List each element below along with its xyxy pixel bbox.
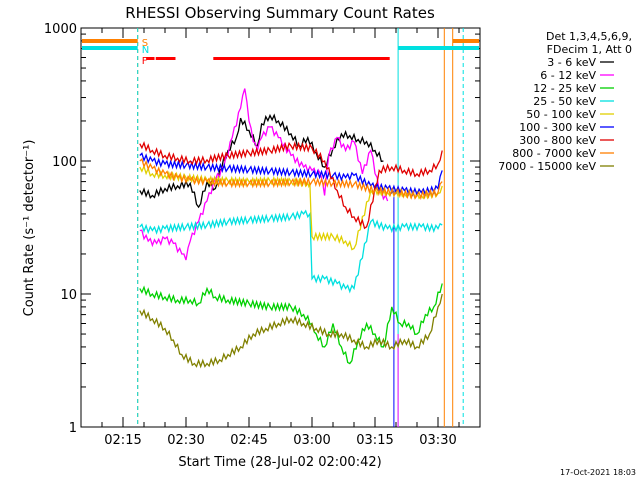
flag-n-bar	[398, 46, 479, 50]
series-line-3	[139, 283, 443, 365]
flare-flag-segment	[213, 57, 390, 60]
series-line-8	[139, 158, 443, 201]
x-tick-label: 03:30	[419, 433, 456, 448]
legend-header-line-2: FDecim 1, Att 0	[547, 43, 632, 56]
y-tick-label: 1	[69, 421, 77, 436]
x-axis: 02:15 02:30 02:45 03:00 03:15 03:30	[101, 28, 460, 448]
flag-letter: F	[142, 56, 148, 67]
count-rate-series	[139, 88, 443, 369]
flare-flag-segment	[146, 57, 155, 60]
flag-s-bar	[452, 39, 479, 43]
legend-entry-label: 25 - 50 keV	[533, 95, 596, 108]
y-axis: 1 10 100 1000	[44, 22, 480, 436]
legend-entry-label: 12 - 25 keV	[533, 82, 596, 95]
y-tick-label: 10	[60, 288, 77, 303]
x-tick-label: 02:30	[167, 433, 204, 448]
chart-title: RHESSI Observing Summary Count Rates	[125, 4, 435, 22]
footer-timestamp: 17-Oct-2021 18:03	[560, 468, 636, 477]
status-flags: SNF	[82, 38, 479, 67]
x-tick-label: 02:45	[230, 433, 267, 448]
series-line-7	[139, 140, 443, 230]
plot-area: 1 10 100 1000 02:15 02:30 02:45 03:00 03:15 03:3…	[44, 22, 481, 448]
legend-entry-label: 50 - 100 keV	[526, 108, 596, 121]
plot-frame	[80, 27, 481, 428]
instrument-state-lines	[137, 28, 464, 427]
flag-s-bar	[82, 39, 138, 43]
x-axis-label: Start Time (28-Jul-02 02:00:42)	[178, 455, 381, 470]
y-tick-label: 1000	[44, 22, 77, 37]
legend-entry-label: 7000 - 15000 keV	[498, 160, 596, 173]
flag-letter: N	[142, 45, 149, 56]
series-line-4	[139, 209, 443, 294]
x-tick-label: 02:15	[104, 433, 141, 448]
series-line-1	[139, 113, 384, 209]
flag-letter: S	[142, 38, 148, 49]
legend-entry-label: 300 - 800 keV	[519, 134, 596, 147]
legend-entry-label: 800 - 7000 keV	[512, 147, 596, 160]
legend-entry-label: 100 - 300 keV	[519, 121, 596, 134]
legend-header-line-1: Det 1,3,4,5,6,9,	[546, 30, 632, 43]
x-tick-label: 03:15	[356, 433, 393, 448]
y-tick-label: 100	[52, 155, 77, 170]
legend-entry-label: 6 - 12 keV	[540, 69, 596, 82]
flare-flag-segment	[155, 57, 176, 60]
series-line-2	[139, 88, 389, 261]
series-line-9	[139, 293, 443, 369]
x-tick-label: 03:00	[293, 433, 330, 448]
legend-entry-label: 3 - 6 keV	[547, 56, 596, 69]
flag-n-bar	[82, 46, 138, 50]
series-line-6	[139, 152, 443, 197]
legend: Det 1,3,4,5,6,9, FDecim 1, Att 0 3 - 6 k…	[498, 30, 632, 173]
y-axis-label: Count Rate (s⁻¹ detector⁻¹)	[22, 140, 37, 317]
